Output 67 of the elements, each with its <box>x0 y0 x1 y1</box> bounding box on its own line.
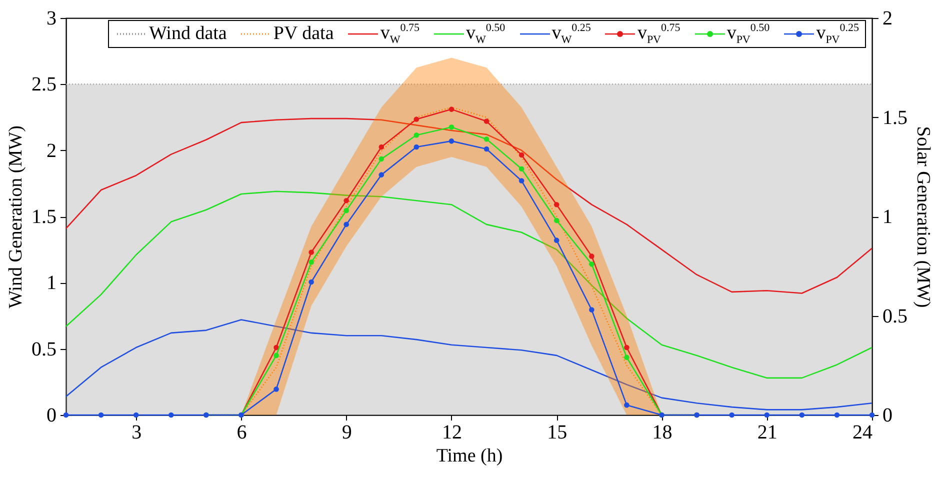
point <box>344 222 349 228</box>
y-tick-label: 3 <box>46 8 56 30</box>
y2-tick-label: 1 <box>882 206 892 228</box>
point <box>308 250 314 255</box>
point <box>308 279 314 285</box>
point <box>344 198 349 204</box>
point <box>414 116 420 122</box>
y-tick-label: 0.5 <box>32 338 56 360</box>
point <box>554 238 560 243</box>
x-tick-label: 6 <box>236 422 247 444</box>
point <box>799 412 805 418</box>
y-tick-label: 1.5 <box>32 206 56 228</box>
point <box>378 144 384 150</box>
x-tick-label: 21 <box>757 422 778 444</box>
point <box>344 208 349 214</box>
legend-label: PV data <box>273 23 334 46</box>
point <box>624 344 630 350</box>
point <box>554 218 560 224</box>
y-tick-label: 0 <box>46 404 56 426</box>
y2-tick-label: 2 <box>882 8 892 30</box>
point <box>729 412 734 418</box>
point <box>518 166 524 172</box>
point <box>98 412 104 418</box>
point <box>448 106 454 112</box>
point <box>378 172 384 178</box>
point <box>624 354 630 360</box>
point <box>308 260 314 265</box>
x-tick-label: 9 <box>342 422 352 444</box>
point <box>378 156 384 162</box>
y-tick-label: 1 <box>46 272 56 294</box>
point <box>589 262 594 267</box>
point <box>448 138 454 144</box>
point <box>589 307 594 312</box>
point <box>518 178 524 184</box>
point <box>834 412 840 418</box>
y-tick-label: 2 <box>46 140 56 162</box>
x-tick-label: 3 <box>132 422 142 444</box>
x-tick-label: 15 <box>547 422 568 444</box>
point <box>484 118 490 124</box>
y2-tick-label: 1.5 <box>882 106 908 129</box>
x-axis-title: Time (h) <box>436 446 503 466</box>
y2-axis-title: Solar Generation (MW) <box>912 126 934 308</box>
x-tick-label: 18 <box>652 422 672 444</box>
point <box>63 412 69 418</box>
point <box>274 344 279 350</box>
point <box>589 254 594 259</box>
point <box>274 352 279 358</box>
point <box>168 412 174 418</box>
point <box>133 412 139 418</box>
point <box>448 124 454 130</box>
point <box>624 402 630 408</box>
point <box>414 132 420 138</box>
x-tick-label: 12 <box>442 422 462 444</box>
point <box>274 386 279 392</box>
point <box>764 412 770 418</box>
point <box>484 136 490 142</box>
x-tick-label: 24 <box>852 422 872 444</box>
y-tick-label: 2.5 <box>32 74 56 96</box>
point <box>554 202 560 208</box>
point <box>518 152 524 158</box>
legend-label: Wind data <box>149 23 227 46</box>
point <box>484 146 490 152</box>
y2-tick-label: 0 <box>882 404 892 426</box>
y2-tick-label: 0.5 <box>882 305 908 328</box>
y-axis-title: Wind Generation (MW) <box>6 126 26 308</box>
point <box>869 412 875 418</box>
point <box>414 144 420 150</box>
